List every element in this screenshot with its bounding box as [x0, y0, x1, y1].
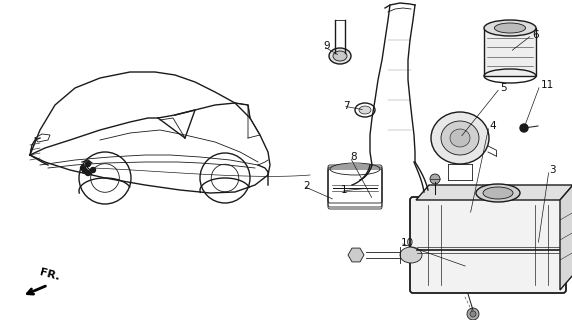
Ellipse shape: [450, 129, 470, 147]
Ellipse shape: [400, 247, 422, 263]
Ellipse shape: [359, 106, 371, 114]
Circle shape: [81, 165, 85, 171]
Circle shape: [430, 174, 440, 184]
Polygon shape: [560, 185, 572, 290]
FancyBboxPatch shape: [410, 197, 566, 293]
Text: 4: 4: [489, 121, 496, 132]
Text: 2: 2: [303, 180, 310, 191]
Ellipse shape: [494, 23, 526, 33]
Polygon shape: [416, 185, 572, 200]
Text: 6: 6: [532, 30, 539, 40]
Text: 5: 5: [500, 83, 507, 93]
Ellipse shape: [483, 187, 513, 199]
Text: 7: 7: [343, 100, 350, 111]
Text: FR.: FR.: [38, 267, 61, 282]
Text: 9: 9: [323, 41, 330, 52]
Polygon shape: [348, 248, 364, 262]
Ellipse shape: [333, 51, 347, 61]
Circle shape: [85, 171, 90, 175]
Ellipse shape: [441, 121, 479, 155]
Text: 10: 10: [400, 238, 414, 248]
Ellipse shape: [453, 207, 487, 222]
Circle shape: [470, 311, 476, 317]
Circle shape: [520, 124, 528, 132]
Ellipse shape: [329, 48, 351, 64]
Circle shape: [90, 167, 96, 172]
Text: 11: 11: [541, 80, 554, 90]
Text: 1: 1: [340, 185, 347, 196]
Bar: [484, 28, 536, 76]
Ellipse shape: [484, 20, 536, 36]
Text: 8: 8: [350, 152, 357, 162]
Text: 3: 3: [549, 164, 556, 175]
Circle shape: [467, 308, 479, 320]
Circle shape: [85, 162, 90, 166]
Circle shape: [82, 169, 88, 173]
Ellipse shape: [444, 203, 496, 227]
Ellipse shape: [431, 112, 489, 164]
Ellipse shape: [476, 184, 520, 202]
